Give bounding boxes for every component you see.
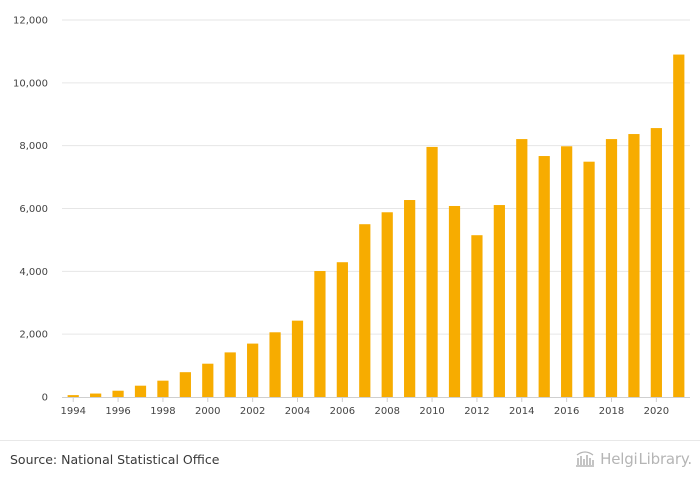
y-tick-label: 2,000 — [19, 330, 48, 341]
x-tick-label: 2012 — [464, 406, 489, 417]
bar-1998[interactable] — [157, 380, 169, 397]
bar-1996[interactable] — [112, 390, 124, 397]
x-tick-label: 2018 — [599, 406, 624, 417]
bar-2020[interactable] — [650, 128, 662, 397]
x-tick-label: 2004 — [285, 406, 310, 417]
bar-2001[interactable] — [224, 352, 236, 397]
bar-2002[interactable] — [247, 343, 259, 397]
bar-2010[interactable] — [426, 146, 438, 397]
x-tick-label: 2006 — [330, 406, 355, 417]
bar-2014[interactable] — [516, 139, 528, 398]
bar-2015[interactable] — [538, 156, 550, 397]
bar-2008[interactable] — [381, 212, 393, 397]
bar-2013[interactable] — [493, 205, 505, 397]
bar-2016[interactable] — [561, 146, 573, 397]
y-tick-label: 6,000 — [19, 204, 48, 215]
bar-2006[interactable] — [336, 262, 348, 397]
x-axis-ticks: 1994 1996 1998 2000 2002 2004 2006 2008 2010 2012… — [60, 397, 669, 417]
y-tick-label: 10,000 — [13, 78, 48, 89]
bar-2009[interactable] — [404, 200, 416, 397]
x-tick-label: 2002 — [240, 406, 265, 417]
bar-2011[interactable] — [448, 205, 461, 397]
grid-lines — [62, 19, 690, 335]
x-tick-label: 1994 — [60, 406, 85, 417]
bar-2000[interactable] — [202, 363, 214, 397]
y-tick-label: 12,000 — [13, 16, 48, 27]
library-icon — [576, 451, 595, 467]
bar-2012[interactable] — [471, 235, 483, 397]
source-text: Source: National Statistical Office — [10, 452, 220, 467]
bar-2007[interactable] — [359, 224, 371, 397]
bar-2018[interactable] — [605, 139, 618, 398]
bar-2017[interactable] — [583, 161, 595, 397]
brand-logo[interactable]: Helgi Library. — [574, 450, 692, 468]
bar-2003[interactable] — [269, 332, 281, 397]
brand-name-part2: Library. — [638, 450, 693, 468]
bar-1994[interactable] — [67, 395, 79, 397]
x-tick-label: 2000 — [195, 406, 220, 417]
x-tick-label: 1998 — [150, 406, 175, 417]
y-axis-ticks: 0 2,000 4,000 6,000 8,000 10,000 12,000 — [13, 16, 48, 404]
y-tick-label: 4,000 — [19, 267, 48, 278]
bars — [67, 54, 685, 398]
bar-1995[interactable] — [90, 393, 102, 397]
bar-2019[interactable] — [628, 134, 640, 398]
x-tick-label: 2016 — [554, 406, 579, 417]
brand-name-part1: Helgi — [600, 450, 638, 468]
y-tick-label: 8,000 — [19, 141, 48, 152]
x-tick-label: 2010 — [419, 406, 444, 417]
y-tick-label: 0 — [42, 393, 48, 404]
bar-2005[interactable] — [314, 271, 326, 397]
x-tick-label: 1996 — [105, 406, 130, 417]
x-tick-label: 2014 — [509, 406, 534, 417]
bar-1997[interactable] — [134, 385, 147, 397]
bar-1999[interactable] — [179, 372, 191, 397]
chart-footer: Source: National Statistical Office Helg… — [0, 440, 700, 483]
x-tick-label: 2020 — [644, 406, 669, 417]
bar-2021[interactable] — [673, 54, 685, 397]
bar-2004[interactable] — [291, 320, 304, 397]
x-tick-label: 2008 — [374, 406, 399, 417]
